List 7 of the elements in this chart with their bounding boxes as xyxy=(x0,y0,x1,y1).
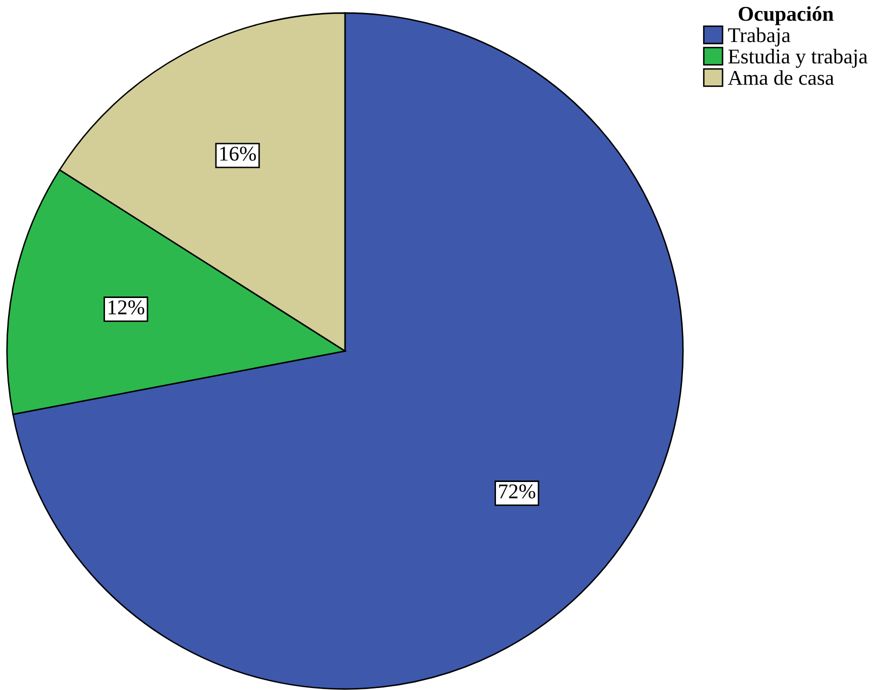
data-label: 72% xyxy=(499,484,536,498)
legend-label: Estudia y trabaja xyxy=(728,48,868,68)
legend-label: Trabaja xyxy=(728,28,790,46)
data-label: 16% xyxy=(220,146,256,161)
data-label: 12% xyxy=(108,300,144,314)
legend-label: Ama de casa xyxy=(728,70,834,85)
legend-title: Ocupación xyxy=(738,6,834,26)
